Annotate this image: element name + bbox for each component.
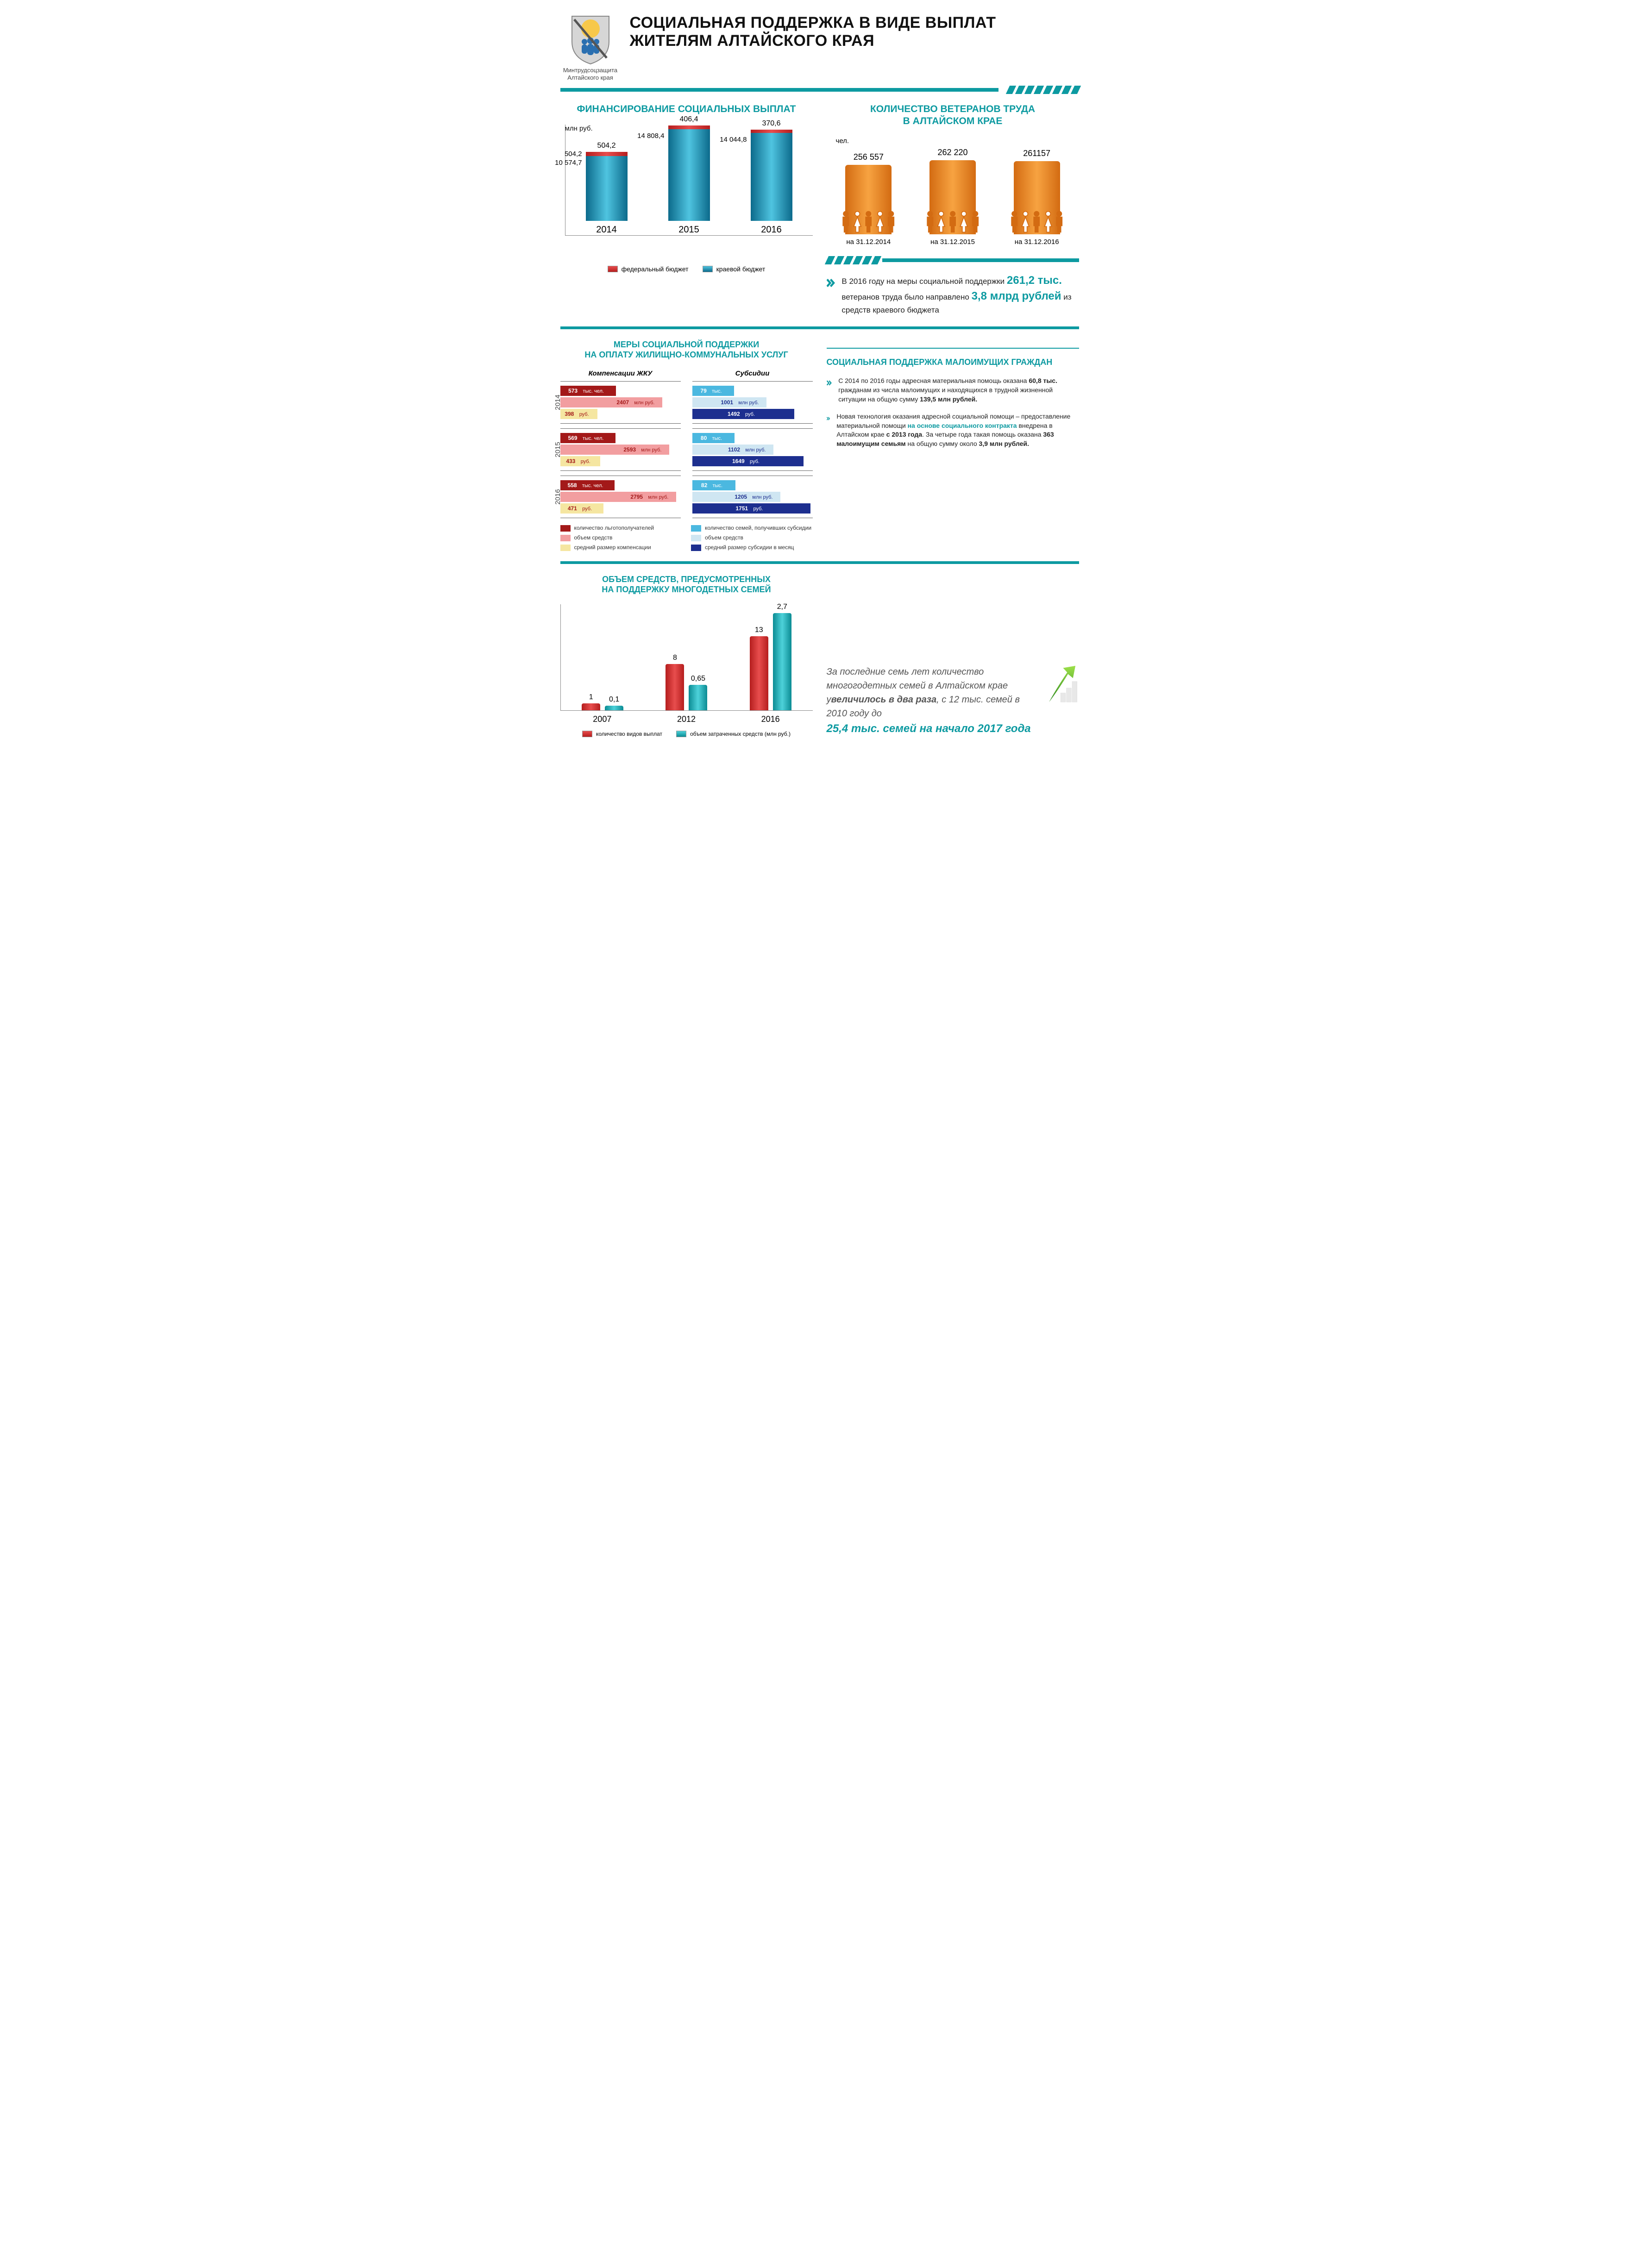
financing-title: ФИНАНСИРОВАНИЕ СОЦИАЛЬНЫХ ВЫПЛАТ <box>560 103 813 115</box>
multikids-title: ОБЪЕМ СРЕДСТВ, ПРЕДУСМОТРЕННЫХ НА ПОДДЕР… <box>560 574 813 595</box>
low-income-title: СОЦИАЛЬНАЯ ПОДДЕРЖКА МАЛОИМУЩИХ ГРАЖДАН <box>827 357 1079 368</box>
multikids-legend: количество видов выплат объем затраченны… <box>560 731 813 737</box>
veterans-chart: чел. 256 557 на 31.12.2014262 220 <box>827 137 1079 246</box>
jku-legend: количество льготополучателейобъем средст… <box>560 525 813 551</box>
page-title: СОЦИАЛЬНАЯ ПОДДЕРЖКА В ВИДЕ ВЫПЛАТ ЖИТЕЛ… <box>630 14 996 50</box>
financing-chart: млн руб. 504,2504,210 574,72014406,414 8… <box>560 125 813 259</box>
veteran-callout: В 2016 году на меры социальной поддержки… <box>827 273 1079 316</box>
logo-caption: Минтрудсоцзащита Алтайского края <box>563 67 617 81</box>
divider <box>560 561 1079 564</box>
low-income-p2: Новая технология оказания адресной социа… <box>827 412 1079 448</box>
growth-arrow-icon <box>1042 631 1079 737</box>
divider-stripe <box>560 86 1079 94</box>
divider-stripe <box>827 256 1079 264</box>
chevron-icon <box>827 273 835 293</box>
divider <box>560 326 1079 329</box>
chevron-icon <box>827 412 830 425</box>
divider <box>827 348 1079 349</box>
financing-legend: федеральный бюджет краевой бюджет <box>560 265 813 273</box>
growth-callout: За последние семь лет количество многого… <box>827 574 1079 737</box>
low-income-p1: С 2014 по 2016 годы адресная материальна… <box>827 376 1079 404</box>
veterans-title: КОЛИЧЕСТВО ВЕТЕРАНОВ ТРУДА В АЛТАЙСКОМ К… <box>827 103 1079 128</box>
multikids-chart: 10,180,65132,7 <box>560 604 813 711</box>
ministry-shield-icon <box>570 14 611 65</box>
jku-title: МЕРЫ СОЦИАЛЬНОЙ ПОДДЕРЖКИ НА ОПЛАТУ ЖИЛИ… <box>560 339 813 360</box>
jku-chart: Компенсации ЖКУ 2014573 тыс. чел.2407 мл… <box>560 370 813 518</box>
chevron-icon <box>827 376 832 389</box>
